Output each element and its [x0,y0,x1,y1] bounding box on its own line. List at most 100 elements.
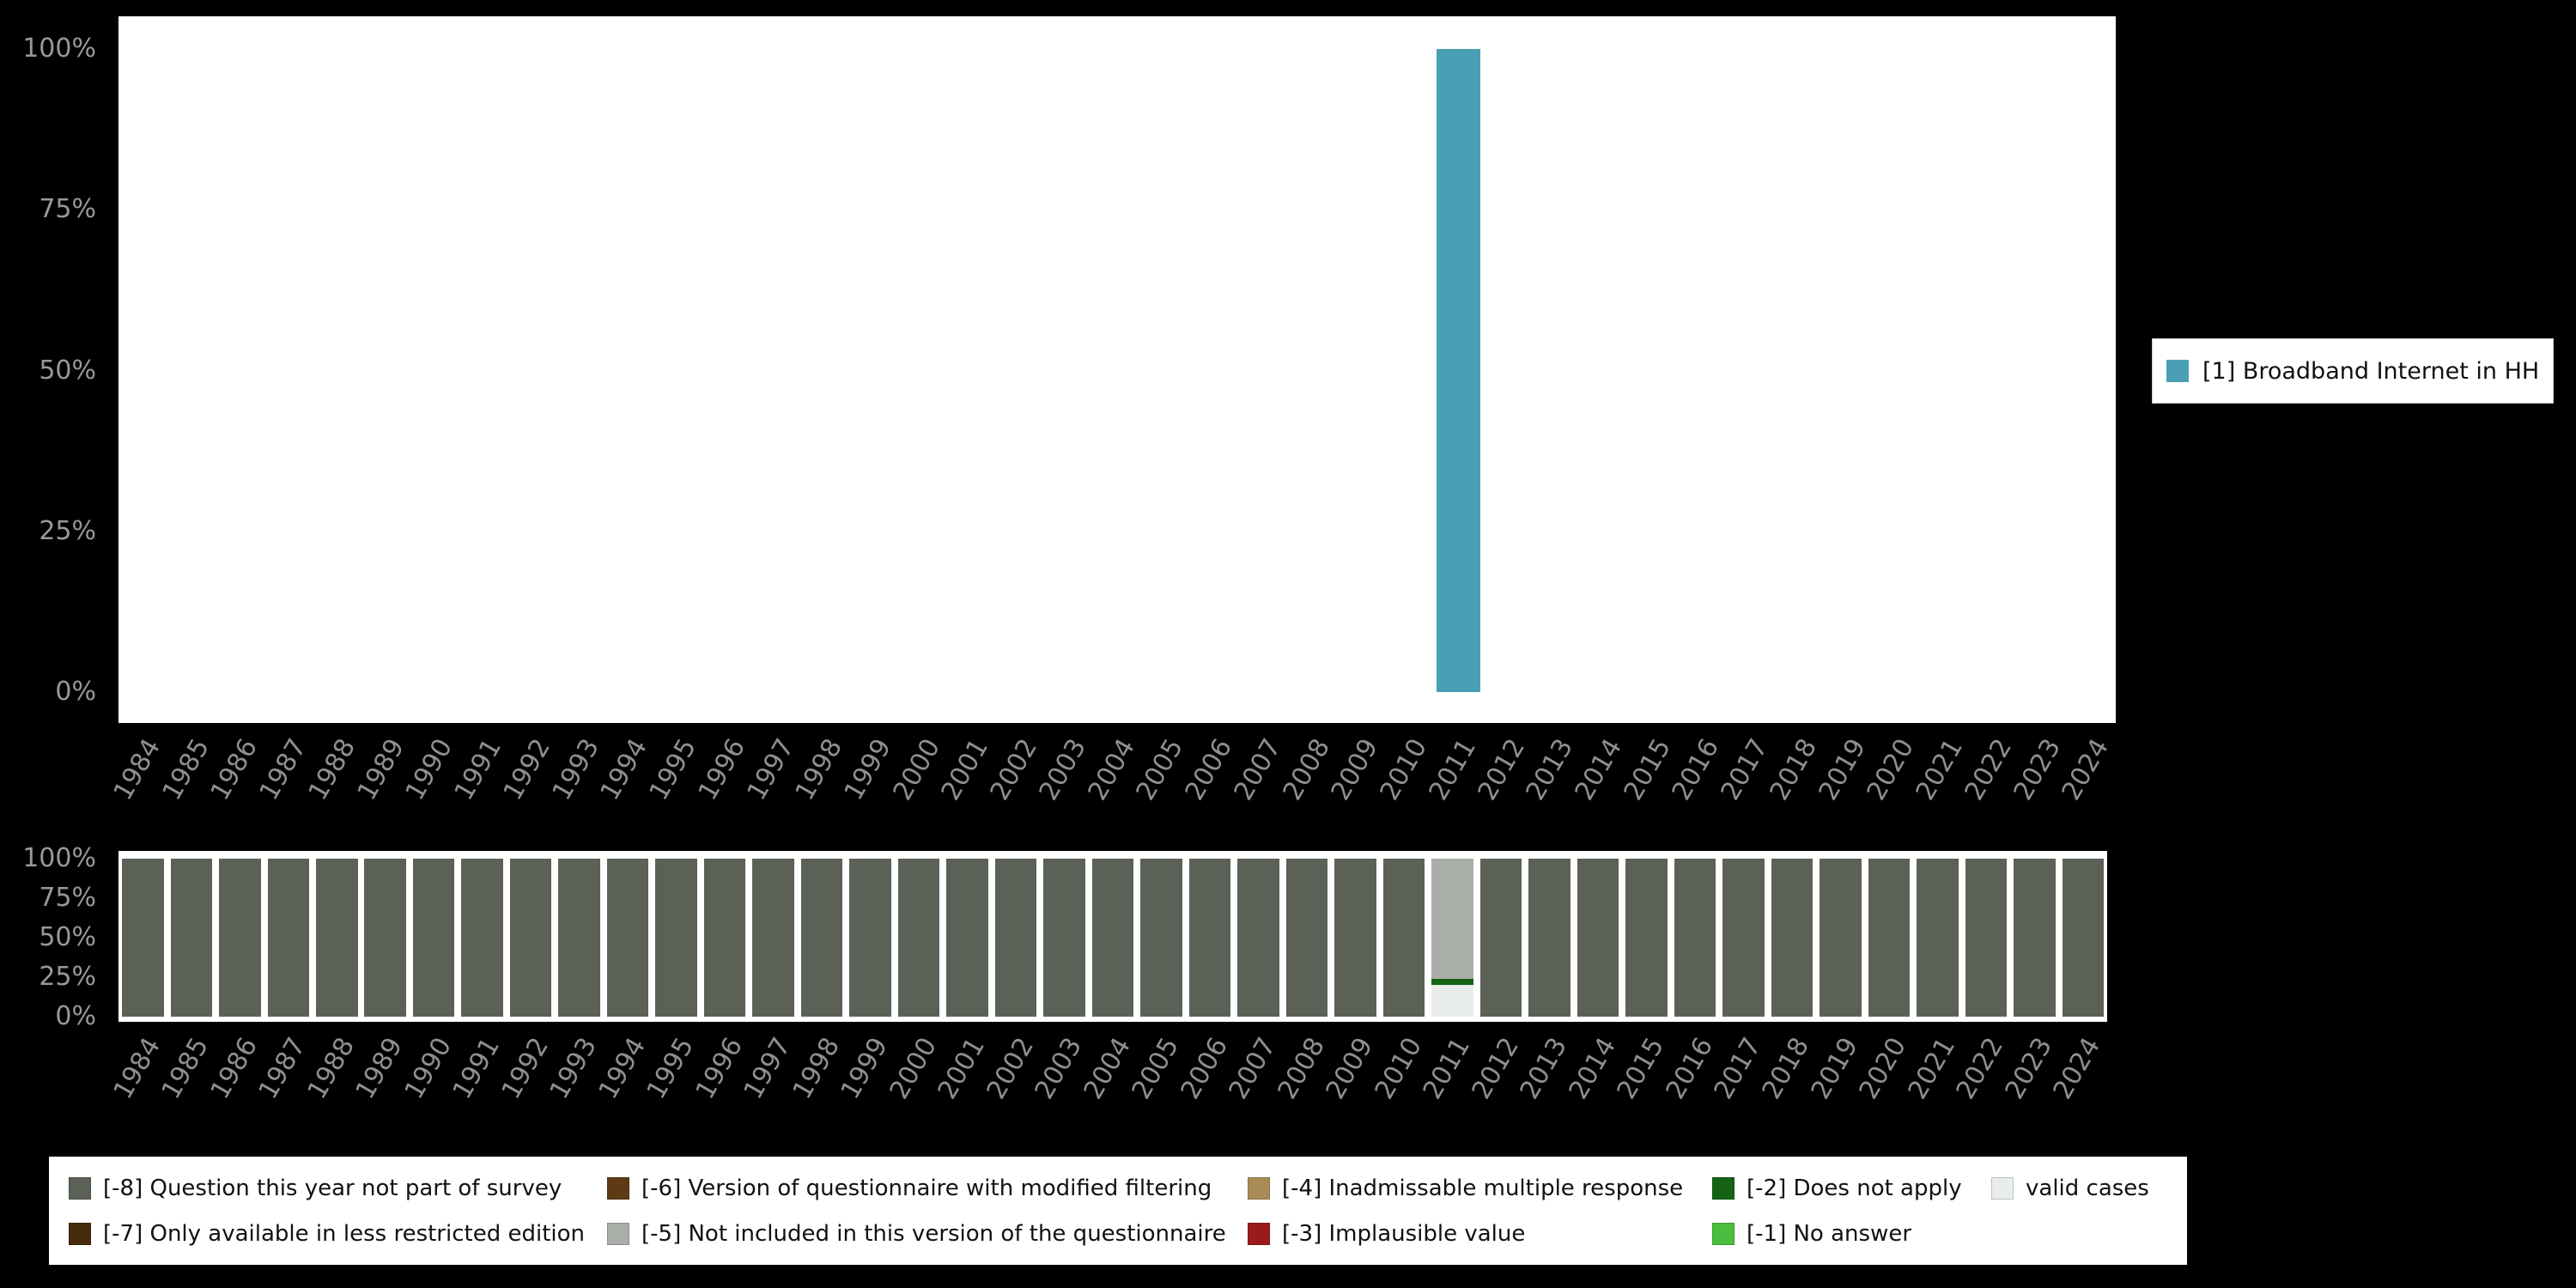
y-tick-label: 0% [55,677,96,707]
x-tick-label: 2003 [1033,733,1093,806]
stack-segment-2002 [994,859,1037,1017]
missing-values-y-axis: 100% 75% 50% 25% 0% [0,844,108,1031]
x-tick-label: 2000 [884,1032,943,1105]
legend-label: [-6] Version of questionnaire with modif… [641,1175,1212,1201]
x-tick-label: 1988 [301,1032,361,1105]
stack-segment-2018 [1771,859,1814,1017]
x-tick-label: 2017 [1708,1032,1768,1105]
stack-segment-2007 [1237,859,1279,1017]
y-tick-label: 100% [22,843,96,873]
x-tick-label: 1999 [835,1032,895,1105]
x-tick-label: 1998 [789,733,849,806]
missing-values-plot-area [118,851,2107,1022]
x-tick-label: 1984 [107,1032,167,1105]
stack-segment-2005 [1140,859,1182,1017]
x-tick-label: 2016 [1667,733,1726,806]
x-tick-label: 2009 [1325,733,1385,806]
stack-segment-1987 [267,859,309,1017]
stack-segment-1996 [703,859,746,1017]
legend-item: [-4] Inadmissable multiple response [1248,1176,1712,1201]
series-legend-swatch [2166,360,2189,382]
x-tick-label: 1997 [741,733,800,806]
legend-label: [-5] Not included in this version of the… [641,1220,1226,1247]
stack-segment-2014 [1577,859,1619,1017]
y-tick-label: 0% [55,1001,96,1031]
stack-segment-2000 [897,859,940,1017]
x-tick-label: 1986 [205,733,264,806]
stack-segment-1998 [800,859,843,1017]
x-tick-label: 2011 [1423,733,1482,806]
x-tick-label: 2000 [887,733,946,806]
stack-segment-2003 [1043,859,1085,1017]
x-tick-label: 2005 [1126,1032,1186,1105]
stack-segment-1984 [122,859,164,1017]
x-tick-label: 1989 [349,1032,410,1105]
x-tick-label: 1999 [838,733,898,806]
legend-label: [-1] No answer [1747,1220,1912,1247]
stack-segment-2022 [1965,859,2007,1017]
x-tick-label: 2013 [1514,1032,1574,1105]
x-tick-label: 1991 [447,1032,507,1105]
legend-label: [-2] Does not apply [1747,1175,1962,1201]
stack-segment-1995 [655,859,697,1017]
stack-segment-2016 [1674,859,1716,1017]
stack-segment-1997 [752,859,794,1017]
x-tick-label: 1990 [400,733,459,806]
stack-segment-2019 [1820,859,1862,1017]
legend-label: [-3] Implausible value [1282,1220,1526,1247]
x-tick-label: 1996 [692,733,751,806]
stack-segment-2011 [1431,859,1473,979]
legend-item: [-7] Only available in less restricted e… [69,1221,607,1247]
x-tick-label: 2006 [1175,1032,1234,1105]
missing-values-x-axis: 1984 1985 1986 1987 1988 1989 1990 1991 1992 1993… [107,1027,2107,1147]
x-tick-label: 2002 [981,1032,1040,1105]
x-tick-label: 1985 [155,1032,216,1105]
y-tick-label: 50% [39,922,96,952]
x-tick-label: 1985 [156,733,216,806]
legend-swatch [69,1176,91,1200]
stack-segment-2011 [1431,978,1473,986]
legend-swatch [1248,1176,1270,1200]
legend-item: [-2] Does not apply [1712,1176,1991,1201]
stack-segment-2013 [1528,859,1571,1017]
series-legend: [1] Broadband Internet in HH [2152,338,2554,404]
x-tick-label: 2023 [1999,1032,2059,1105]
x-tick-label: 2007 [1228,733,1287,806]
x-tick-label: 2002 [984,733,1044,806]
x-tick-label: 2022 [1959,733,2018,806]
x-tick-label: 2011 [1417,1032,1477,1105]
x-tick-label: 1996 [690,1032,749,1105]
x-tick-label: 1997 [738,1032,798,1105]
x-tick-label: 2004 [1078,1032,1137,1105]
x-tick-label: 2010 [1374,733,1434,806]
stack-segment-1988 [316,859,358,1017]
stack-segment-2023 [2014,859,2056,1017]
stack-segment-1991 [461,859,503,1017]
x-tick-label: 2003 [1029,1032,1089,1105]
x-tick-label: 2016 [1660,1032,1719,1105]
x-tick-label: 1991 [448,733,508,806]
legend-swatch [607,1176,629,1200]
x-tick-label: 2014 [1563,1032,1622,1105]
x-tick-label: 2010 [1369,1032,1428,1105]
legend-item: [-1] No answer [1712,1221,1991,1247]
stack-segment-2010 [1382,859,1425,1017]
x-tick-label: 1989 [351,733,410,806]
x-tick-label: 2024 [2048,1032,2107,1105]
x-tick-label: 1995 [641,1032,701,1105]
stack-segment-2024 [2062,859,2104,1017]
series-legend-label: [1] Broadband Internet in HH [2202,357,2539,385]
x-tick-label: 2018 [1757,1032,1816,1105]
x-tick-label: 2009 [1320,1032,1380,1105]
y-tick-label: 25% [39,962,96,992]
x-tick-label: 1986 [204,1032,264,1105]
x-tick-label: 1990 [398,1032,458,1105]
legend-item: [-6] Version of questionnaire with modif… [607,1176,1248,1201]
x-tick-label: 1994 [592,1032,652,1105]
legend-swatch [1991,1176,2014,1200]
y-tick-label: 25% [39,515,96,546]
x-tick-label: 2012 [1466,1032,1525,1105]
top-chart-y-axis: 100% 75% 50% 25% 0% [0,16,108,723]
legend-item: [-5] Not included in this version of the… [607,1221,1248,1247]
